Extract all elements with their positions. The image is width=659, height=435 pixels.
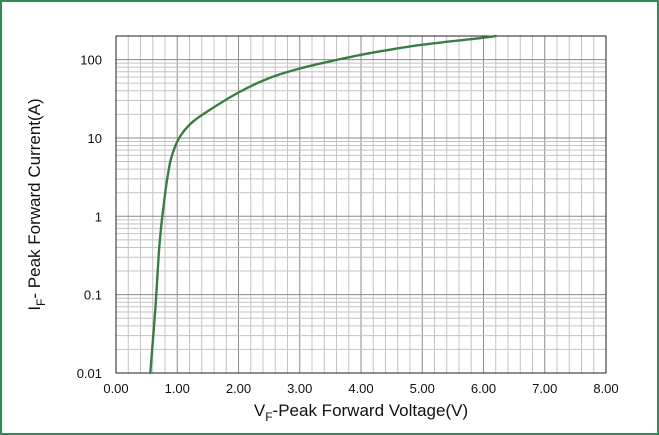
y-axis-text: - Peak Forward Current(A) [25, 98, 44, 298]
x-tick-label: 4.00 [348, 381, 373, 396]
x-tick-label: 3.00 [287, 381, 312, 396]
x-tick-label: 7.00 [532, 381, 557, 396]
y-tick-label: 10 [88, 131, 102, 146]
y-tick-label: 1 [95, 209, 102, 224]
y-tick-label: 100 [80, 53, 102, 68]
y-axis-symbol: I [25, 306, 44, 311]
x-axis-title: VF-Peak Forward Voltage(V) [254, 401, 468, 424]
y-tick-labels: 0.01 0.1 1 10 100 [77, 53, 102, 381]
series-line [149, 34, 497, 375]
grid-layer [115, 35, 607, 374]
x-tick-label: 8.00 [593, 381, 618, 396]
x-tick-label: 6.00 [471, 381, 496, 396]
x-axis-subscript: F [265, 410, 272, 424]
x-axis-symbol: V [254, 401, 266, 420]
x-tick-label: 1.00 [165, 381, 190, 396]
y-tick-label: 0.01 [77, 366, 102, 381]
x-tick-label: 5.00 [410, 381, 435, 396]
y-axis-subscript: F [34, 299, 48, 306]
x-axis-text: -Peak Forward Voltage(V) [273, 401, 469, 420]
plot-border [115, 35, 607, 374]
y-tick-label: 0.1 [84, 288, 102, 303]
x-tick-labels: 0.00 1.00 2.00 3.00 4.00 5.00 6.00 7.00 8.00 [103, 381, 618, 396]
y-axis-title: IF- Peak Forward Current(A) [25, 98, 48, 310]
x-tick-label: 0.00 [103, 381, 128, 396]
x-tick-label: 2.00 [226, 381, 251, 396]
